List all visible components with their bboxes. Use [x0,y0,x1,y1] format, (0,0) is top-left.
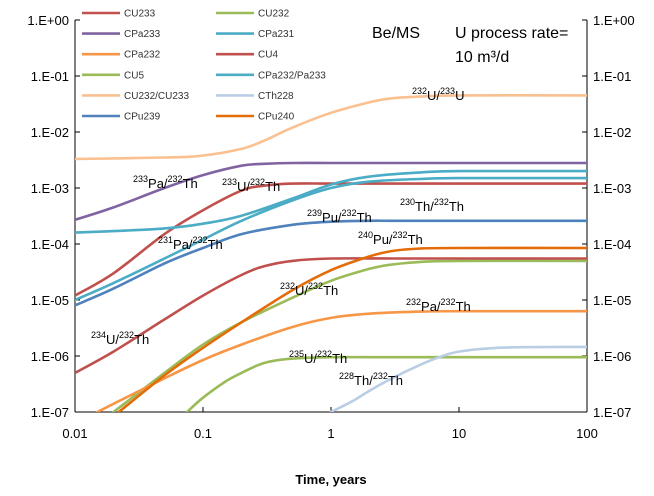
y-tick-label-right: 1.E+00 [593,13,635,28]
y-tick-label-left: 1.E-02 [31,125,69,140]
curve-annotation: 234U/232Th [91,330,149,347]
curve-annotation: 232Pa/232Th [406,297,471,314]
series-line-cu5 [185,355,587,412]
series-line-cu4 [75,257,587,375]
x-tick-label: 100 [576,426,598,441]
y-tick-label-right: 1.E-03 [593,181,631,196]
series-line-cpa231 [75,176,587,302]
curve-annotation: 228Th/232Th [339,371,403,388]
y-tick-label-left: 1.E-01 [31,69,69,84]
curve-annotation: 235U/232Th [289,349,347,366]
curve-annotation: 230Th/232Th [400,197,464,214]
curve-annotation: 232U/233U [412,86,464,103]
series-line-cpu239 [75,219,587,307]
curve-annotations: 232U/233U 233Pa/232Th 233U/232Th 230Th/232T… [91,86,471,388]
curve-annotation: 240Pu/232Th [358,230,423,247]
legend-label: CU232/CU233 [124,91,189,102]
legend-label: CU5 [124,70,144,81]
chart-subtitle-line-1: U process rate= [455,25,568,42]
y-tick-label-right: 1.E-05 [593,293,631,308]
chart-title: Be/MS [372,25,420,42]
y-tick-label-left: 1.E-06 [31,349,69,364]
y-tick-label-right: 1.E-01 [593,69,631,84]
series-line-cpu240 [117,246,587,412]
series-line-cpa232-pa233 [75,169,587,234]
legend-label: CPa232 [124,50,161,61]
y-tick-label-left: 1.E-03 [31,181,69,196]
y-tick-label-left: 1.E-05 [31,293,69,308]
legend-label: CU233 [124,9,156,20]
x-tick-label: 0.1 [194,426,212,441]
legend-label: CU4 [258,50,278,61]
y-tick-label-right: 1.E-06 [593,349,631,364]
axes: 1.E+00 1.E+00 1.E-01 1.E-01 1.E-02 1.E-02 1.E-… [27,13,634,441]
legend-label: CPa231 [258,29,295,40]
curve-annotation: 233U/232Th [222,177,280,194]
legend-label: CU232 [258,9,290,20]
series-line-cpa233 [75,161,587,222]
series-line-cth228 [329,345,587,412]
curve-annotation: 239Pu/232Th [307,208,372,225]
legend-label: CPu240 [258,112,295,123]
series-line-cu233 [75,182,587,297]
x-axis-title: Time, years [295,472,366,487]
y-tick-label-left: 1.E-07 [31,405,69,420]
x-tick-label: 0.01 [62,426,87,441]
y-tick-label-right: 1.E-07 [593,405,631,420]
series-line-cu232-cu233 [75,94,587,161]
legend: CU233 CU232 CPa233 CPa231 CPa232 CU4 CU5 CPa232… [82,9,326,123]
legend-label: CPa232/Pa233 [258,70,326,81]
curve-annotation: 231Pa/232Th [158,235,223,252]
data-lines [75,94,587,412]
x-tick-label: 1 [327,426,334,441]
legend-label: CTh228 [258,91,294,102]
series-line-cu232 [112,259,587,412]
legend-label: CPa233 [124,29,161,40]
legend-label: CPu239 [124,112,161,123]
y-tick-label-left: 1.E+00 [27,13,69,28]
curve-annotation: 232U/232Th [280,281,338,298]
y-tick-label-left: 1.E-04 [31,237,69,252]
curve-annotation: 233Pa/232Th [133,174,198,191]
x-tick-label: 10 [452,426,466,441]
y-tick-label-right: 1.E-02 [593,125,631,140]
chart-subtitle-line-2: 10 m³/d [455,49,509,66]
y-tick-label-right: 1.E-04 [593,237,631,252]
